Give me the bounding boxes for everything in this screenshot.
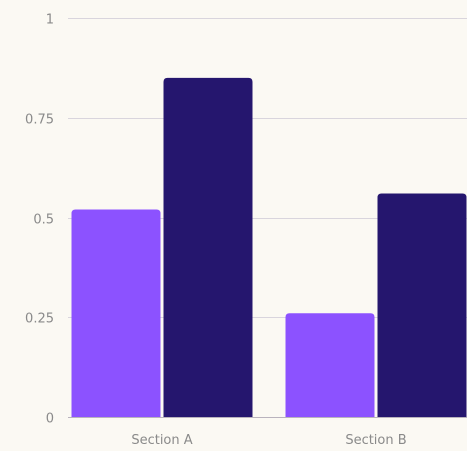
y-axis-tick-labels: 0 0.25 0.5 0.75 1: [25, 13, 54, 427]
bar-section-a-series-2: [163, 77, 253, 417]
y-tick-label: 0: [46, 412, 54, 427]
bar-section-b-series-2: [377, 193, 467, 417]
bars: [71, 77, 467, 417]
y-tick-label: 0.5: [33, 213, 54, 228]
y-tick-label: 0.25: [25, 312, 54, 327]
bar-section-a-series-1: [71, 209, 161, 417]
x-axis-category-labels: Section A Section B: [131, 433, 406, 448]
y-tick-label: 1: [46, 13, 54, 28]
bar-section-b-series-1: [285, 313, 375, 417]
x-category-label: Section A: [131, 433, 192, 448]
y-tick-label: 0.75: [25, 113, 54, 128]
x-category-label: Section B: [345, 433, 406, 448]
